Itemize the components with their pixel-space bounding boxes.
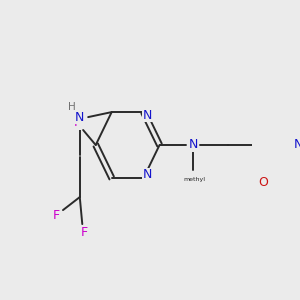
Text: N: N	[143, 109, 152, 122]
Text: methyl: methyl	[183, 177, 205, 182]
Text: N: N	[143, 168, 152, 182]
Text: N: N	[188, 139, 198, 152]
Text: F: F	[74, 116, 81, 130]
Text: N: N	[294, 139, 300, 152]
Text: O: O	[259, 176, 269, 190]
Text: H: H	[68, 102, 75, 112]
Text: N: N	[75, 111, 85, 124]
Text: F: F	[80, 226, 88, 238]
Text: F: F	[53, 208, 60, 222]
